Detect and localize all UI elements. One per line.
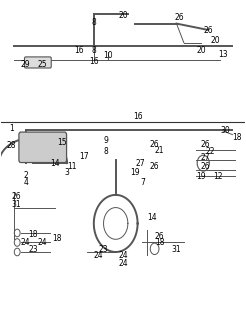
Text: 14: 14 xyxy=(50,159,60,168)
Text: 26: 26 xyxy=(203,26,213,35)
Text: 19: 19 xyxy=(196,172,206,181)
Text: 13: 13 xyxy=(218,50,228,59)
Text: 16: 16 xyxy=(133,112,142,121)
Text: 11: 11 xyxy=(67,162,77,171)
Text: 16: 16 xyxy=(89,57,99,66)
FancyBboxPatch shape xyxy=(19,132,67,163)
Text: 18: 18 xyxy=(232,133,242,142)
Text: 27: 27 xyxy=(135,159,145,168)
Text: 26: 26 xyxy=(150,140,159,149)
Text: 14: 14 xyxy=(147,213,157,222)
Text: 2: 2 xyxy=(23,172,28,180)
Text: 10: 10 xyxy=(104,52,113,60)
Text: 20: 20 xyxy=(211,36,220,44)
Text: 18: 18 xyxy=(53,234,62,243)
Text: 3: 3 xyxy=(65,168,70,177)
Text: 23: 23 xyxy=(28,245,38,254)
Text: 29: 29 xyxy=(21,60,31,69)
Text: 1: 1 xyxy=(9,124,14,133)
Text: 18: 18 xyxy=(28,230,38,239)
Text: 22: 22 xyxy=(206,147,215,156)
Text: 24: 24 xyxy=(118,259,128,268)
Text: 8: 8 xyxy=(92,18,96,27)
Text: 4: 4 xyxy=(23,178,28,187)
Text: 26: 26 xyxy=(201,162,211,171)
Text: 25: 25 xyxy=(38,60,47,69)
Text: 31: 31 xyxy=(11,200,21,209)
Text: 9: 9 xyxy=(104,136,108,146)
Text: 24: 24 xyxy=(38,238,47,247)
Text: 18: 18 xyxy=(155,238,164,247)
Text: 26: 26 xyxy=(155,232,164,241)
Text: 12: 12 xyxy=(213,172,223,181)
Text: 23: 23 xyxy=(99,245,108,254)
Text: 8: 8 xyxy=(92,46,96,55)
Text: 19: 19 xyxy=(130,168,140,177)
Text: 17: 17 xyxy=(79,152,89,161)
FancyBboxPatch shape xyxy=(25,57,51,68)
Text: 27: 27 xyxy=(201,153,211,162)
Text: 24: 24 xyxy=(21,238,31,247)
Text: 26: 26 xyxy=(150,162,159,171)
Text: 24: 24 xyxy=(118,251,128,260)
Text: 26: 26 xyxy=(201,140,211,149)
Text: 28: 28 xyxy=(6,141,16,150)
Text: 26: 26 xyxy=(11,192,21,201)
Text: 16: 16 xyxy=(74,46,84,55)
Text: 21: 21 xyxy=(155,146,164,155)
Text: 7: 7 xyxy=(140,178,145,187)
Text: 20: 20 xyxy=(196,46,206,55)
Text: 15: 15 xyxy=(57,138,67,147)
Text: 24: 24 xyxy=(94,251,104,260)
Text: 26: 26 xyxy=(174,13,184,22)
Text: 31: 31 xyxy=(172,245,181,254)
Text: 20: 20 xyxy=(118,11,128,20)
Text: 8: 8 xyxy=(104,147,108,156)
Text: 30: 30 xyxy=(220,126,230,135)
